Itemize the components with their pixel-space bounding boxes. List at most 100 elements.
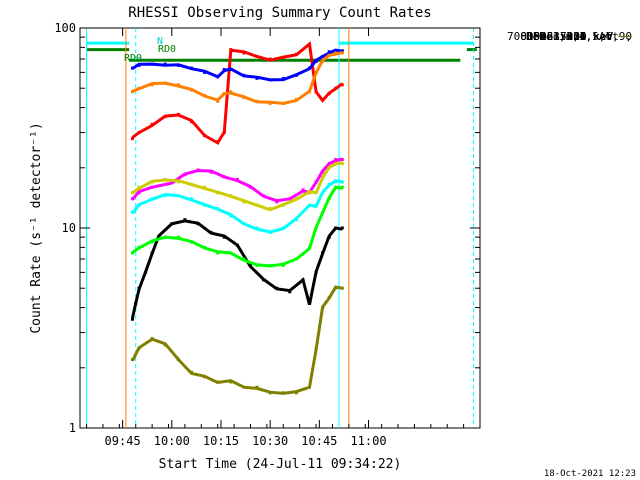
series-point-0-15 xyxy=(288,290,292,294)
series-point-0-0 xyxy=(131,317,134,321)
legend-label-8: 7000 - 15000 keV xyxy=(507,30,613,43)
series-point-8-5 xyxy=(190,370,193,374)
series-point-7-7 xyxy=(216,99,220,103)
series-point-6-13 xyxy=(281,76,285,80)
series-point-5-16 xyxy=(314,90,318,94)
legend-item-5: 100 - 300 keV xyxy=(482,30,632,43)
series-point-5-20 xyxy=(340,83,344,87)
series-point-5-8 xyxy=(222,131,226,135)
observing-bars xyxy=(86,28,477,428)
series-point-6-6 xyxy=(203,70,207,74)
x-tick-label-0: 09:45 xyxy=(105,434,141,448)
series-point-3-17 xyxy=(327,183,331,186)
legend-label-3: 25 - 50 keV xyxy=(540,30,613,43)
series-point-2-10 xyxy=(255,263,259,267)
series-line-3 xyxy=(131,179,343,234)
series-point-6-20 xyxy=(340,49,344,53)
series-point-0-9 xyxy=(209,231,213,234)
legend-label-7: 800 - 7000 keV xyxy=(520,30,613,43)
series-point-0-14 xyxy=(275,286,279,290)
x-tick-label-1: 10:00 xyxy=(154,434,190,448)
series-point-8-7 xyxy=(216,380,220,384)
legend-item-3: 25 - 50 keV xyxy=(482,30,632,43)
x-axis-label: Start Time (24-Jul-11 09:34:22) xyxy=(159,457,402,472)
series-point-3-10 xyxy=(255,226,259,230)
series-point-6-3 xyxy=(163,62,167,66)
series-point-0-4 xyxy=(150,251,154,255)
series-point-3-15 xyxy=(314,203,318,207)
series-point-3-19 xyxy=(340,180,344,184)
x-tick-label-3: 10:30 xyxy=(252,434,288,448)
series-point-7-10 xyxy=(242,95,246,99)
series-point-3-16 xyxy=(321,191,325,195)
series-point-3-0 xyxy=(131,210,134,214)
x-tick-label-5: 11:00 xyxy=(350,434,386,448)
series-group xyxy=(131,41,344,395)
series-point-4-10 xyxy=(255,203,259,207)
series-point-1-13 xyxy=(301,188,305,192)
series-point-6-8 xyxy=(222,68,226,71)
series-point-7-11 xyxy=(255,99,259,103)
series-point-0-8 xyxy=(196,222,200,226)
series-point-1-1 xyxy=(137,191,141,195)
series-point-7-15 xyxy=(308,90,311,94)
series-point-5-10 xyxy=(242,51,246,55)
series-point-2-18 xyxy=(334,185,338,189)
series-point-6-11 xyxy=(255,76,259,80)
series-point-4-12 xyxy=(281,203,285,207)
series-point-3-14 xyxy=(308,203,311,207)
series-point-5-2 xyxy=(150,122,154,126)
series-point-6-1 xyxy=(137,63,141,67)
series-point-3-12 xyxy=(281,226,285,230)
series-point-4-3 xyxy=(163,177,167,181)
series-point-6-2 xyxy=(150,62,154,66)
series-point-6-4 xyxy=(176,63,180,67)
series-point-7-8 xyxy=(222,92,226,96)
series-point-1-8 xyxy=(235,177,239,181)
series-point-1-6 xyxy=(209,170,213,174)
series-point-2-15 xyxy=(314,226,318,230)
series-point-3-18 xyxy=(334,180,338,184)
footer-timestamp: 18-Oct-2021 12:23 xyxy=(544,469,636,479)
series-point-7-0 xyxy=(131,90,134,94)
series-point-5-11 xyxy=(255,55,259,58)
series-point-8-10 xyxy=(255,385,259,389)
series-point-1-15 xyxy=(314,180,318,184)
series-point-2-4 xyxy=(176,235,180,239)
series-point-7-19 xyxy=(334,51,338,55)
series-point-4-18 xyxy=(334,162,338,166)
legend-header-1: Det 1,3,4,5,6,9, xyxy=(526,30,632,43)
series-point-4-5 xyxy=(190,183,193,186)
series-point-2-9 xyxy=(242,257,246,261)
series-point-7-12 xyxy=(268,101,272,105)
series-point-4-17 xyxy=(327,166,331,170)
series-point-1-2 xyxy=(150,185,154,189)
series-point-8-0 xyxy=(131,358,134,361)
series-point-5-6 xyxy=(203,134,207,137)
series-point-4-13 xyxy=(294,197,298,201)
series-point-7-2 xyxy=(150,83,154,87)
series-point-4-15 xyxy=(314,191,318,195)
series-point-5-0 xyxy=(131,137,134,141)
chart-title: RHESSI Observing Summary Count Rates xyxy=(128,5,431,21)
series-point-5-9 xyxy=(229,48,233,52)
series-point-3-5 xyxy=(190,197,193,201)
x-tick-label-4: 10:45 xyxy=(301,434,337,448)
series-point-8-19 xyxy=(340,286,344,290)
series-point-7-4 xyxy=(176,83,180,87)
series-point-8-3 xyxy=(163,343,167,347)
series-point-4-16 xyxy=(321,175,325,179)
series-point-1-0 xyxy=(131,197,134,201)
series-point-0-13 xyxy=(262,278,266,282)
series-point-7-1 xyxy=(137,86,141,90)
series-point-1-9 xyxy=(249,185,252,189)
series-point-3-8 xyxy=(229,214,233,218)
y-tick-label-0: 1 xyxy=(69,421,76,435)
series-point-2-8 xyxy=(229,251,233,255)
series-point-5-3 xyxy=(163,115,167,119)
series-point-2-11 xyxy=(268,263,272,267)
series-point-0-21 xyxy=(334,226,338,230)
series-point-5-14 xyxy=(294,52,298,56)
series-point-1-16 xyxy=(321,170,325,174)
